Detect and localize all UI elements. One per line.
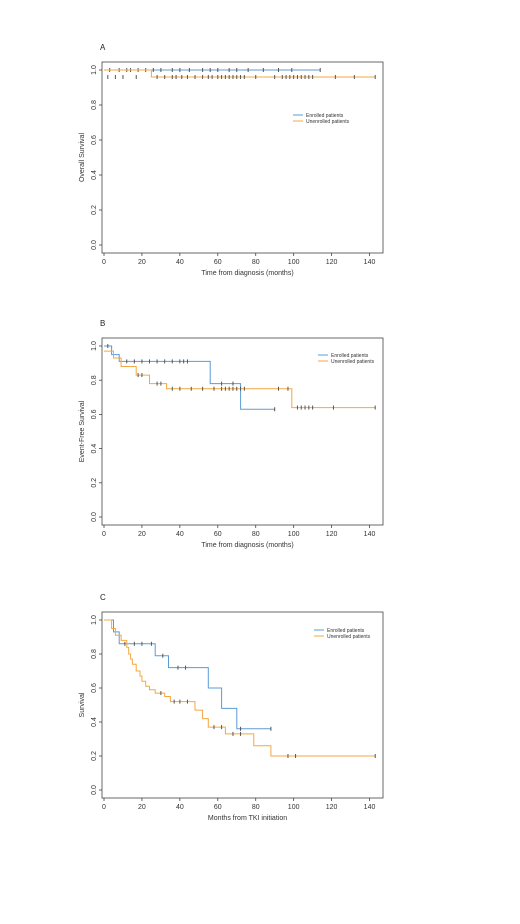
x-axis-label: Time from diagnosis (months) <box>201 270 293 277</box>
legend-label: Unenrolled patients <box>327 634 371 640</box>
y-tick-label: 0.4 <box>91 170 98 180</box>
x-tick-label: 100 <box>288 804 300 811</box>
y-tick-label: 0.6 <box>91 135 98 145</box>
panel-b: B 0 20 40 60 80 100 120 140 0.0 0.2 0.4 0.6 0.8 1.0 Tim… <box>79 319 384 549</box>
y-tick-label: 0.0 <box>91 240 98 250</box>
y-tick-label: 0.0 <box>91 785 98 795</box>
y-tick-label: 0.8 <box>91 100 98 110</box>
x-tick-label: 40 <box>176 804 184 811</box>
legend-label: Enrolled patients <box>331 353 369 359</box>
x-tick-label: 60 <box>214 804 222 811</box>
series-line-unenrolled <box>104 69 376 78</box>
y-axis-label: Event-Free Survival <box>79 400 86 462</box>
y-tick-label: 0.4 <box>91 717 98 727</box>
x-axis-label: Time from diagnosis (months) <box>201 542 293 549</box>
series-line-enrolled <box>104 345 275 410</box>
x-tick-label: 120 <box>326 531 338 538</box>
x-tick-label: 140 <box>364 259 376 266</box>
y-tick-label: 1.0 <box>91 65 98 75</box>
x-tick-label: 140 <box>364 804 376 811</box>
y-tick-label: 0.6 <box>91 409 98 419</box>
x-tick-label: 0 <box>102 531 106 538</box>
x-tick-label: 60 <box>214 531 222 538</box>
series-line-unenrolled <box>104 350 376 409</box>
panel-letter: A <box>100 43 106 52</box>
x-tick-label: 40 <box>176 259 184 266</box>
y-axis-label: Overall Survival <box>79 133 86 182</box>
plot-frame <box>101 61 384 254</box>
y-tick-label: 0.2 <box>91 478 98 488</box>
panel-c: C 0 20 40 60 80 100 120 140 0.0 0.2 0.4 0.6 0.8 1.0 Mon… <box>79 593 384 822</box>
x-tick-label: 20 <box>138 259 146 266</box>
x-tick-label: 100 <box>288 531 300 538</box>
y-tick-label: 1.0 <box>91 341 98 351</box>
legend-label: Unenrolled patients <box>331 359 375 365</box>
x-tick-label: 0 <box>102 804 106 811</box>
y-tick-label: 0.2 <box>91 751 98 761</box>
legend-label: Enrolled patients <box>306 113 344 119</box>
plot-frame <box>101 337 384 526</box>
plot-frame <box>101 611 384 799</box>
panel-letter: C <box>100 593 106 602</box>
series-line-enrolled <box>104 619 271 730</box>
x-tick-label: 80 <box>252 804 260 811</box>
x-tick-label: 140 <box>364 531 376 538</box>
y-tick-label: 0.2 <box>91 205 98 215</box>
x-axis-label: Months from TKI initiation <box>208 815 287 822</box>
panel-letter: B <box>100 319 105 328</box>
y-tick-label: 0.0 <box>91 512 98 522</box>
x-tick-label: 100 <box>288 259 300 266</box>
y-tick-label: 0.4 <box>91 444 98 454</box>
y-tick-label: 0.6 <box>91 683 98 693</box>
x-tick-label: 80 <box>252 531 260 538</box>
x-tick-label: 20 <box>138 804 146 811</box>
y-axis-label: Survival <box>79 692 86 717</box>
legend-label: Unenrolled patients <box>306 119 350 125</box>
x-tick-label: 60 <box>214 259 222 266</box>
x-tick-label: 20 <box>138 531 146 538</box>
series-line-unenrolled <box>104 619 376 757</box>
y-tick-label: 0.8 <box>91 375 98 385</box>
y-tick-label: 0.8 <box>91 649 98 659</box>
panel-a: A 0 20 40 60 80 100 120 140 0.0 0.2 0.4 0.6 0.8 1.0 Tim… <box>79 43 384 277</box>
x-tick-label: 120 <box>326 259 338 266</box>
x-tick-label: 40 <box>176 531 184 538</box>
x-tick-label: 80 <box>252 259 260 266</box>
x-tick-label: 120 <box>326 804 338 811</box>
legend-label: Enrolled patients <box>327 628 365 634</box>
x-tick-label: 0 <box>102 259 106 266</box>
y-tick-label: 1.0 <box>91 615 98 625</box>
